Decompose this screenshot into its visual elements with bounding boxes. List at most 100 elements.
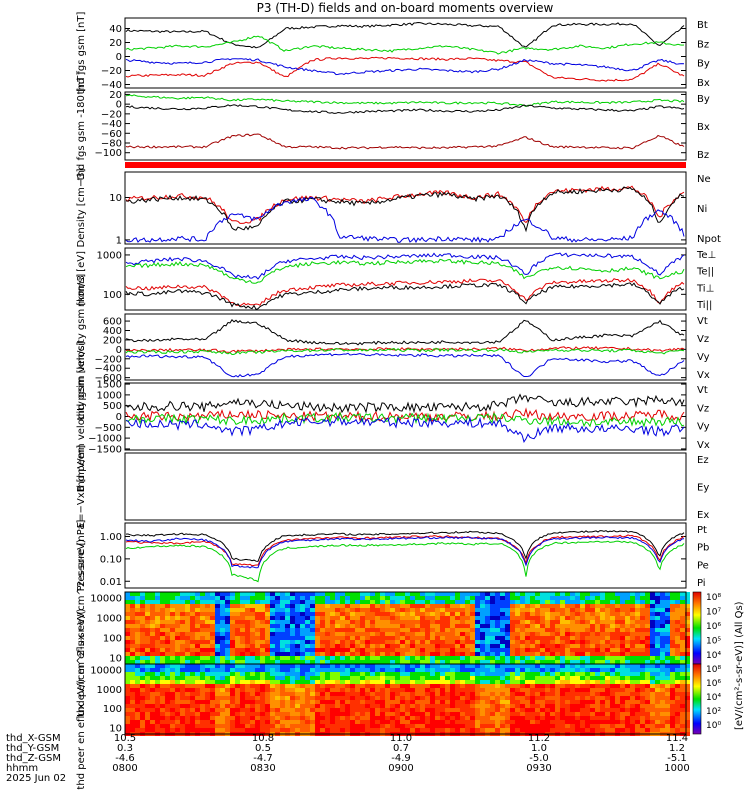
spectrogram-cell <box>535 704 540 708</box>
spectrogram-cell <box>640 644 645 648</box>
spectrogram-cell <box>510 668 515 672</box>
spectrogram-cell <box>410 664 415 668</box>
spectrogram-cell <box>460 684 465 688</box>
spectrogram-cell <box>495 640 500 644</box>
spectrogram-cell <box>210 688 215 692</box>
spectrogram-cell <box>240 632 245 636</box>
spectrogram-cell <box>580 632 585 636</box>
spectrogram-cell <box>370 672 375 676</box>
spectrogram-cell <box>230 700 235 704</box>
spectrogram-cell <box>470 672 475 676</box>
spectrogram-cell <box>220 632 225 636</box>
spectrogram-cell <box>400 684 405 688</box>
spectrogram-cell <box>600 596 605 600</box>
spectrogram-cell <box>280 656 285 660</box>
spectrogram-cell <box>530 640 535 644</box>
spectrogram-cell <box>135 700 140 704</box>
spectrogram-cell <box>150 656 155 660</box>
spectrogram-cell <box>660 700 665 704</box>
spectrogram-cell <box>555 596 560 600</box>
spectrogram-cell <box>380 592 385 596</box>
spectrogram-cell <box>670 668 675 672</box>
spectrogram-cell <box>360 716 365 720</box>
y-axis-label: thd peer en eflux eV/(cm^2-s-sr-eV) <box>76 608 87 789</box>
spectrogram-cell <box>380 644 385 648</box>
spectrogram-cell <box>500 696 505 700</box>
spectrogram-cell <box>125 708 130 712</box>
spectrogram-cell <box>160 600 165 604</box>
spectrogram-cell <box>615 592 620 596</box>
spectrogram-cell <box>645 592 650 596</box>
spectrogram-cell <box>585 636 590 640</box>
spectrogram-cell <box>230 680 235 684</box>
spectrogram-cell <box>240 720 245 724</box>
spectrogram-cell <box>640 592 645 596</box>
spectrogram-cell <box>500 640 505 644</box>
spectrogram-cell <box>415 692 420 696</box>
spectrogram-cell <box>450 676 455 680</box>
spectrogram-cell <box>200 664 205 668</box>
spectrogram-cell <box>440 656 445 660</box>
spectrogram-cell <box>600 680 605 684</box>
spectrogram-cell <box>175 700 180 704</box>
spectrogram-cell <box>415 672 420 676</box>
spectrogram-cell <box>465 672 470 676</box>
spectrogram-cell <box>515 716 520 720</box>
spectrogram-cell <box>185 668 190 672</box>
spectrogram-cell <box>590 704 595 708</box>
spectrogram-cell <box>635 632 640 636</box>
spectrogram-cell <box>505 636 510 640</box>
spectrogram-cell <box>675 724 680 728</box>
spectrogram-cell <box>220 676 225 680</box>
spectrogram-cell <box>650 704 655 708</box>
spectrogram-cell <box>220 604 225 608</box>
spectrogram-cell <box>560 616 565 620</box>
spectrogram-cell <box>235 676 240 680</box>
spectrogram-cell <box>425 636 430 640</box>
spectrogram-cell <box>455 640 460 644</box>
panel-peer-spec: thd peer en eflux eV/(cm^2-s-sr-eV) 10000… <box>76 608 690 790</box>
spectrogram-cell <box>525 724 530 728</box>
spectrogram-cell <box>405 604 410 608</box>
spectrogram-cell <box>380 684 385 688</box>
spectrogram-cell <box>410 612 415 616</box>
spectrogram-cell <box>315 724 320 728</box>
spectrogram-cell <box>685 600 690 604</box>
spectrogram-cell <box>540 676 545 680</box>
spectrogram-cell <box>285 612 290 616</box>
spectrogram-cell <box>610 620 615 624</box>
spectrogram-cell <box>495 708 500 712</box>
spectrogram-cell <box>485 628 490 632</box>
spectrogram-cell <box>450 728 455 732</box>
series-line-Pi <box>125 536 685 569</box>
spectrogram-cell <box>585 672 590 676</box>
spectrogram-cell <box>430 636 435 640</box>
spectrogram-cell <box>540 688 545 692</box>
spectrogram-cell <box>655 728 660 732</box>
spectrogram-cell <box>520 624 525 628</box>
spectrogram-cell <box>485 704 490 708</box>
spectrogram-cell <box>430 688 435 692</box>
spectrogram-cell <box>130 644 135 648</box>
spectrogram-cell <box>330 728 335 732</box>
spectrogram-cell <box>635 676 640 680</box>
panel-frame <box>124 91 687 161</box>
spectrogram-cell <box>295 596 300 600</box>
spectrogram-cell <box>240 688 245 692</box>
spectrogram-cell <box>290 656 295 660</box>
spectrogram-cell <box>330 656 335 660</box>
y-axis-label: Pressure [nPa] <box>76 520 87 592</box>
spectrogram-cell <box>170 648 175 652</box>
spectrogram-cell <box>525 620 530 624</box>
spectrogram-cell <box>650 708 655 712</box>
spectrogram-cell <box>590 708 595 712</box>
spectrogram-cell <box>410 592 415 596</box>
spectrogram-cell <box>685 712 690 716</box>
spectrogram-cell <box>230 696 235 700</box>
spectrogram-cell <box>140 620 145 624</box>
spectrogram-cell <box>220 652 225 656</box>
spectrogram-cell <box>335 652 340 656</box>
spectrogram-cell <box>385 720 390 724</box>
spectrogram-cell <box>480 680 485 684</box>
spectrogram-cell <box>220 628 225 632</box>
